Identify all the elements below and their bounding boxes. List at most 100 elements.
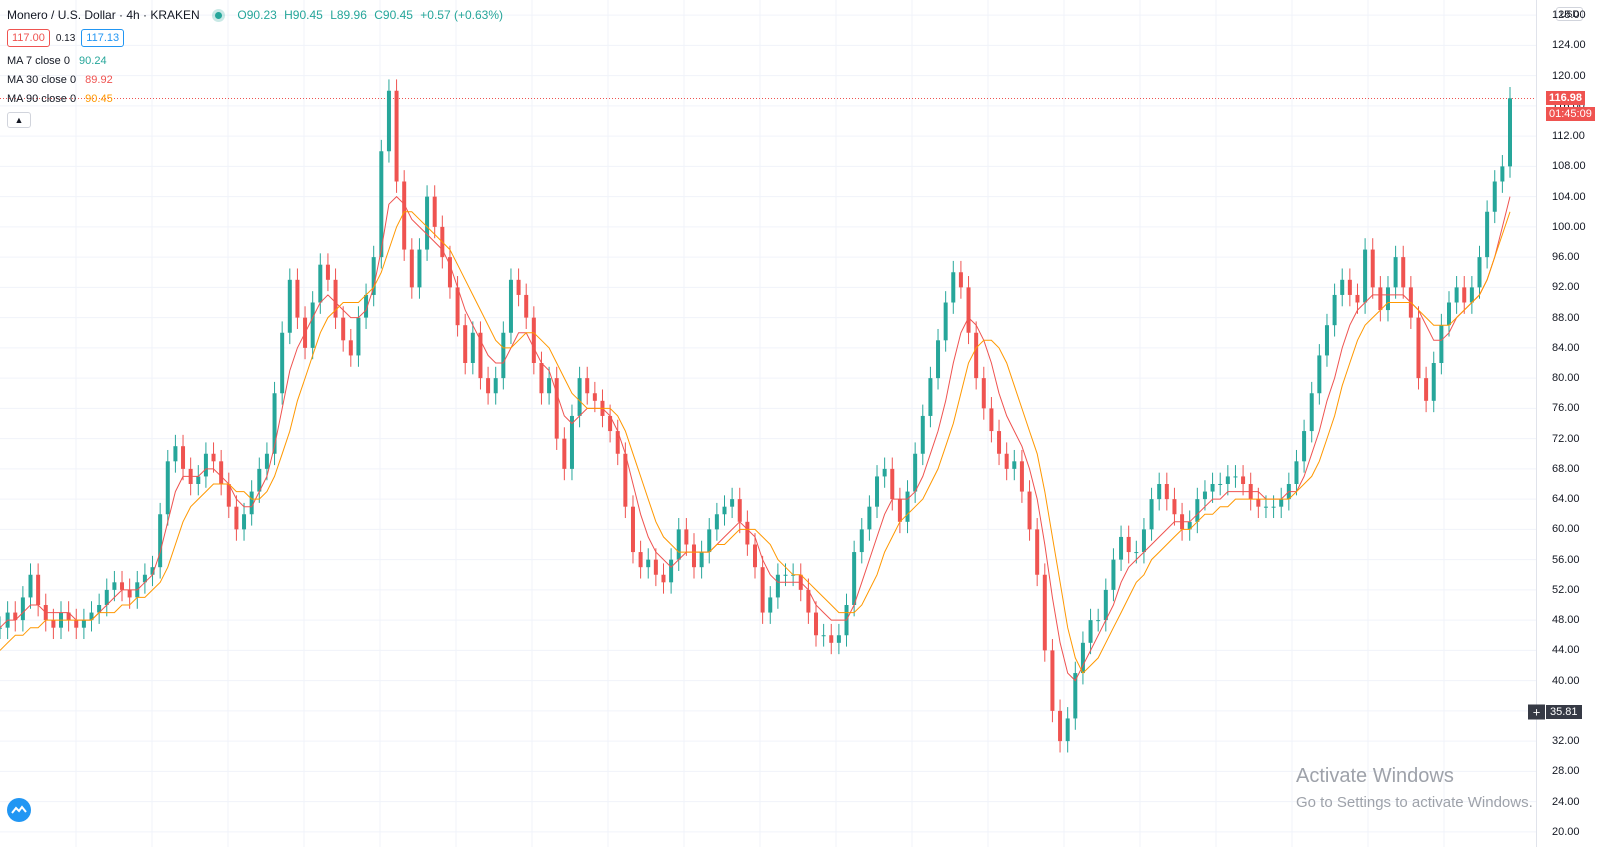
candle-body <box>1004 453 1009 469</box>
candle-body <box>1302 431 1307 462</box>
candle-body <box>1294 461 1299 484</box>
candle-body <box>1271 506 1276 508</box>
candle-body <box>1065 718 1070 742</box>
candle-body <box>722 506 727 515</box>
candle-body <box>1347 279 1352 295</box>
candle-body <box>1416 317 1421 379</box>
candle-body <box>516 279 521 295</box>
candle-body <box>531 317 536 363</box>
bar-countdown-label: 01:45:09 <box>1546 107 1595 122</box>
candle-body <box>981 378 986 409</box>
candle-body <box>1218 484 1223 485</box>
candle-body <box>211 453 216 462</box>
price-axis[interactable] <box>1536 0 1600 847</box>
price-tick-label: 40.00 <box>1552 674 1580 687</box>
candle-body <box>1355 294 1360 303</box>
candle-body <box>1042 574 1047 651</box>
candle-body <box>951 272 956 303</box>
candle-body <box>425 196 430 250</box>
sell-price-button[interactable]: 117.00 <box>7 29 50 47</box>
price-tick-label: 112.00 <box>1552 130 1585 143</box>
candle-body <box>1019 461 1024 492</box>
candle-body <box>341 317 346 341</box>
crosshair-price-label: 35.81 <box>1546 705 1582 720</box>
price-tick-label: 84.00 <box>1552 341 1580 354</box>
candle-body <box>913 453 918 492</box>
candle-body <box>1080 642 1085 674</box>
candle-body <box>1439 325 1444 363</box>
price-tick-label: 96.00 <box>1552 251 1580 264</box>
candle-body <box>1500 166 1505 182</box>
candle-body <box>287 279 292 333</box>
price-tick-label: 104.00 <box>1552 190 1586 203</box>
candle-body <box>1027 491 1032 530</box>
candle-body <box>264 453 269 469</box>
high-value: H90.45 <box>284 8 323 22</box>
price-tick-label: 72.00 <box>1552 432 1580 445</box>
ma30-legend[interactable]: MA 30 close 0 89.92 <box>7 74 113 86</box>
candle-body <box>165 461 170 515</box>
spread-value: 0.13 <box>55 32 76 44</box>
candle-body <box>821 635 826 637</box>
candle-body <box>386 90 391 152</box>
candle-body <box>417 249 422 288</box>
candle-body <box>28 574 33 598</box>
candle-body <box>585 378 590 394</box>
candle-body <box>1401 257 1406 288</box>
candle-body <box>989 408 994 432</box>
candle-body <box>203 453 208 477</box>
candle-body <box>242 514 247 530</box>
ma7-legend[interactable]: MA 7 close 0 90.24 <box>7 55 107 67</box>
candle-body <box>905 491 910 522</box>
candle-body <box>1446 302 1451 326</box>
candle-body <box>1096 620 1101 622</box>
price-tick-label: 120.00 <box>1552 69 1586 82</box>
candle-body <box>1225 476 1230 484</box>
candle-body <box>455 287 460 326</box>
candle-body <box>737 499 742 522</box>
trade-boxes: 117.00 0.13 117.13 <box>7 29 125 47</box>
collapse-legend-chevron-icon[interactable]: ▲ <box>7 112 31 128</box>
candle-body <box>997 431 1002 454</box>
candle-body <box>592 393 597 401</box>
price-chart[interactable] <box>0 0 1536 847</box>
price-tick-label: 64.00 <box>1552 493 1580 506</box>
candle-body <box>127 589 132 598</box>
candle-body <box>974 332 979 379</box>
candle-body <box>1172 499 1177 515</box>
price-tick-label: 52.00 <box>1552 583 1580 596</box>
crosshair-plus-icon[interactable]: + <box>1528 704 1545 720</box>
candle-body <box>486 378 491 394</box>
candle-body <box>97 605 102 613</box>
candle-body <box>1324 325 1329 356</box>
candle-body <box>707 529 712 553</box>
candle-body <box>394 90 399 182</box>
candle-body <box>158 514 163 568</box>
candle-body <box>1370 249 1375 288</box>
candle-body <box>1363 249 1368 303</box>
candle-body <box>623 453 628 507</box>
price-tick-label: 124.00 <box>1552 39 1586 52</box>
candle-body <box>943 302 948 341</box>
tradingview-logo-icon[interactable] <box>7 798 31 822</box>
candle-body <box>1462 287 1467 303</box>
candle-body <box>699 552 704 568</box>
price-tick-label: 24.00 <box>1552 795 1580 808</box>
candle-body <box>508 279 513 333</box>
buy-price-button[interactable]: 117.13 <box>81 29 125 47</box>
candle-body <box>1157 484 1162 500</box>
candle-body <box>806 589 811 613</box>
ma30-label: MA 30 close 0 <box>7 74 77 86</box>
candle-body <box>1309 393 1314 432</box>
price-tick-label: 20.00 <box>1552 825 1580 838</box>
candle-body <box>814 612 819 636</box>
price-tick-label: 128.00 <box>1552 9 1586 22</box>
chart-area[interactable] <box>0 0 1536 847</box>
candle-body <box>501 332 506 379</box>
candle-body <box>1103 589 1108 621</box>
currency-label[interactable]: USD <box>1556 7 1584 21</box>
candle-body <box>1012 461 1017 469</box>
ma90-legend[interactable]: MA 90 close 0 90.45 <box>7 93 113 105</box>
candle-body <box>1508 98 1512 167</box>
candle-body <box>1424 378 1429 401</box>
